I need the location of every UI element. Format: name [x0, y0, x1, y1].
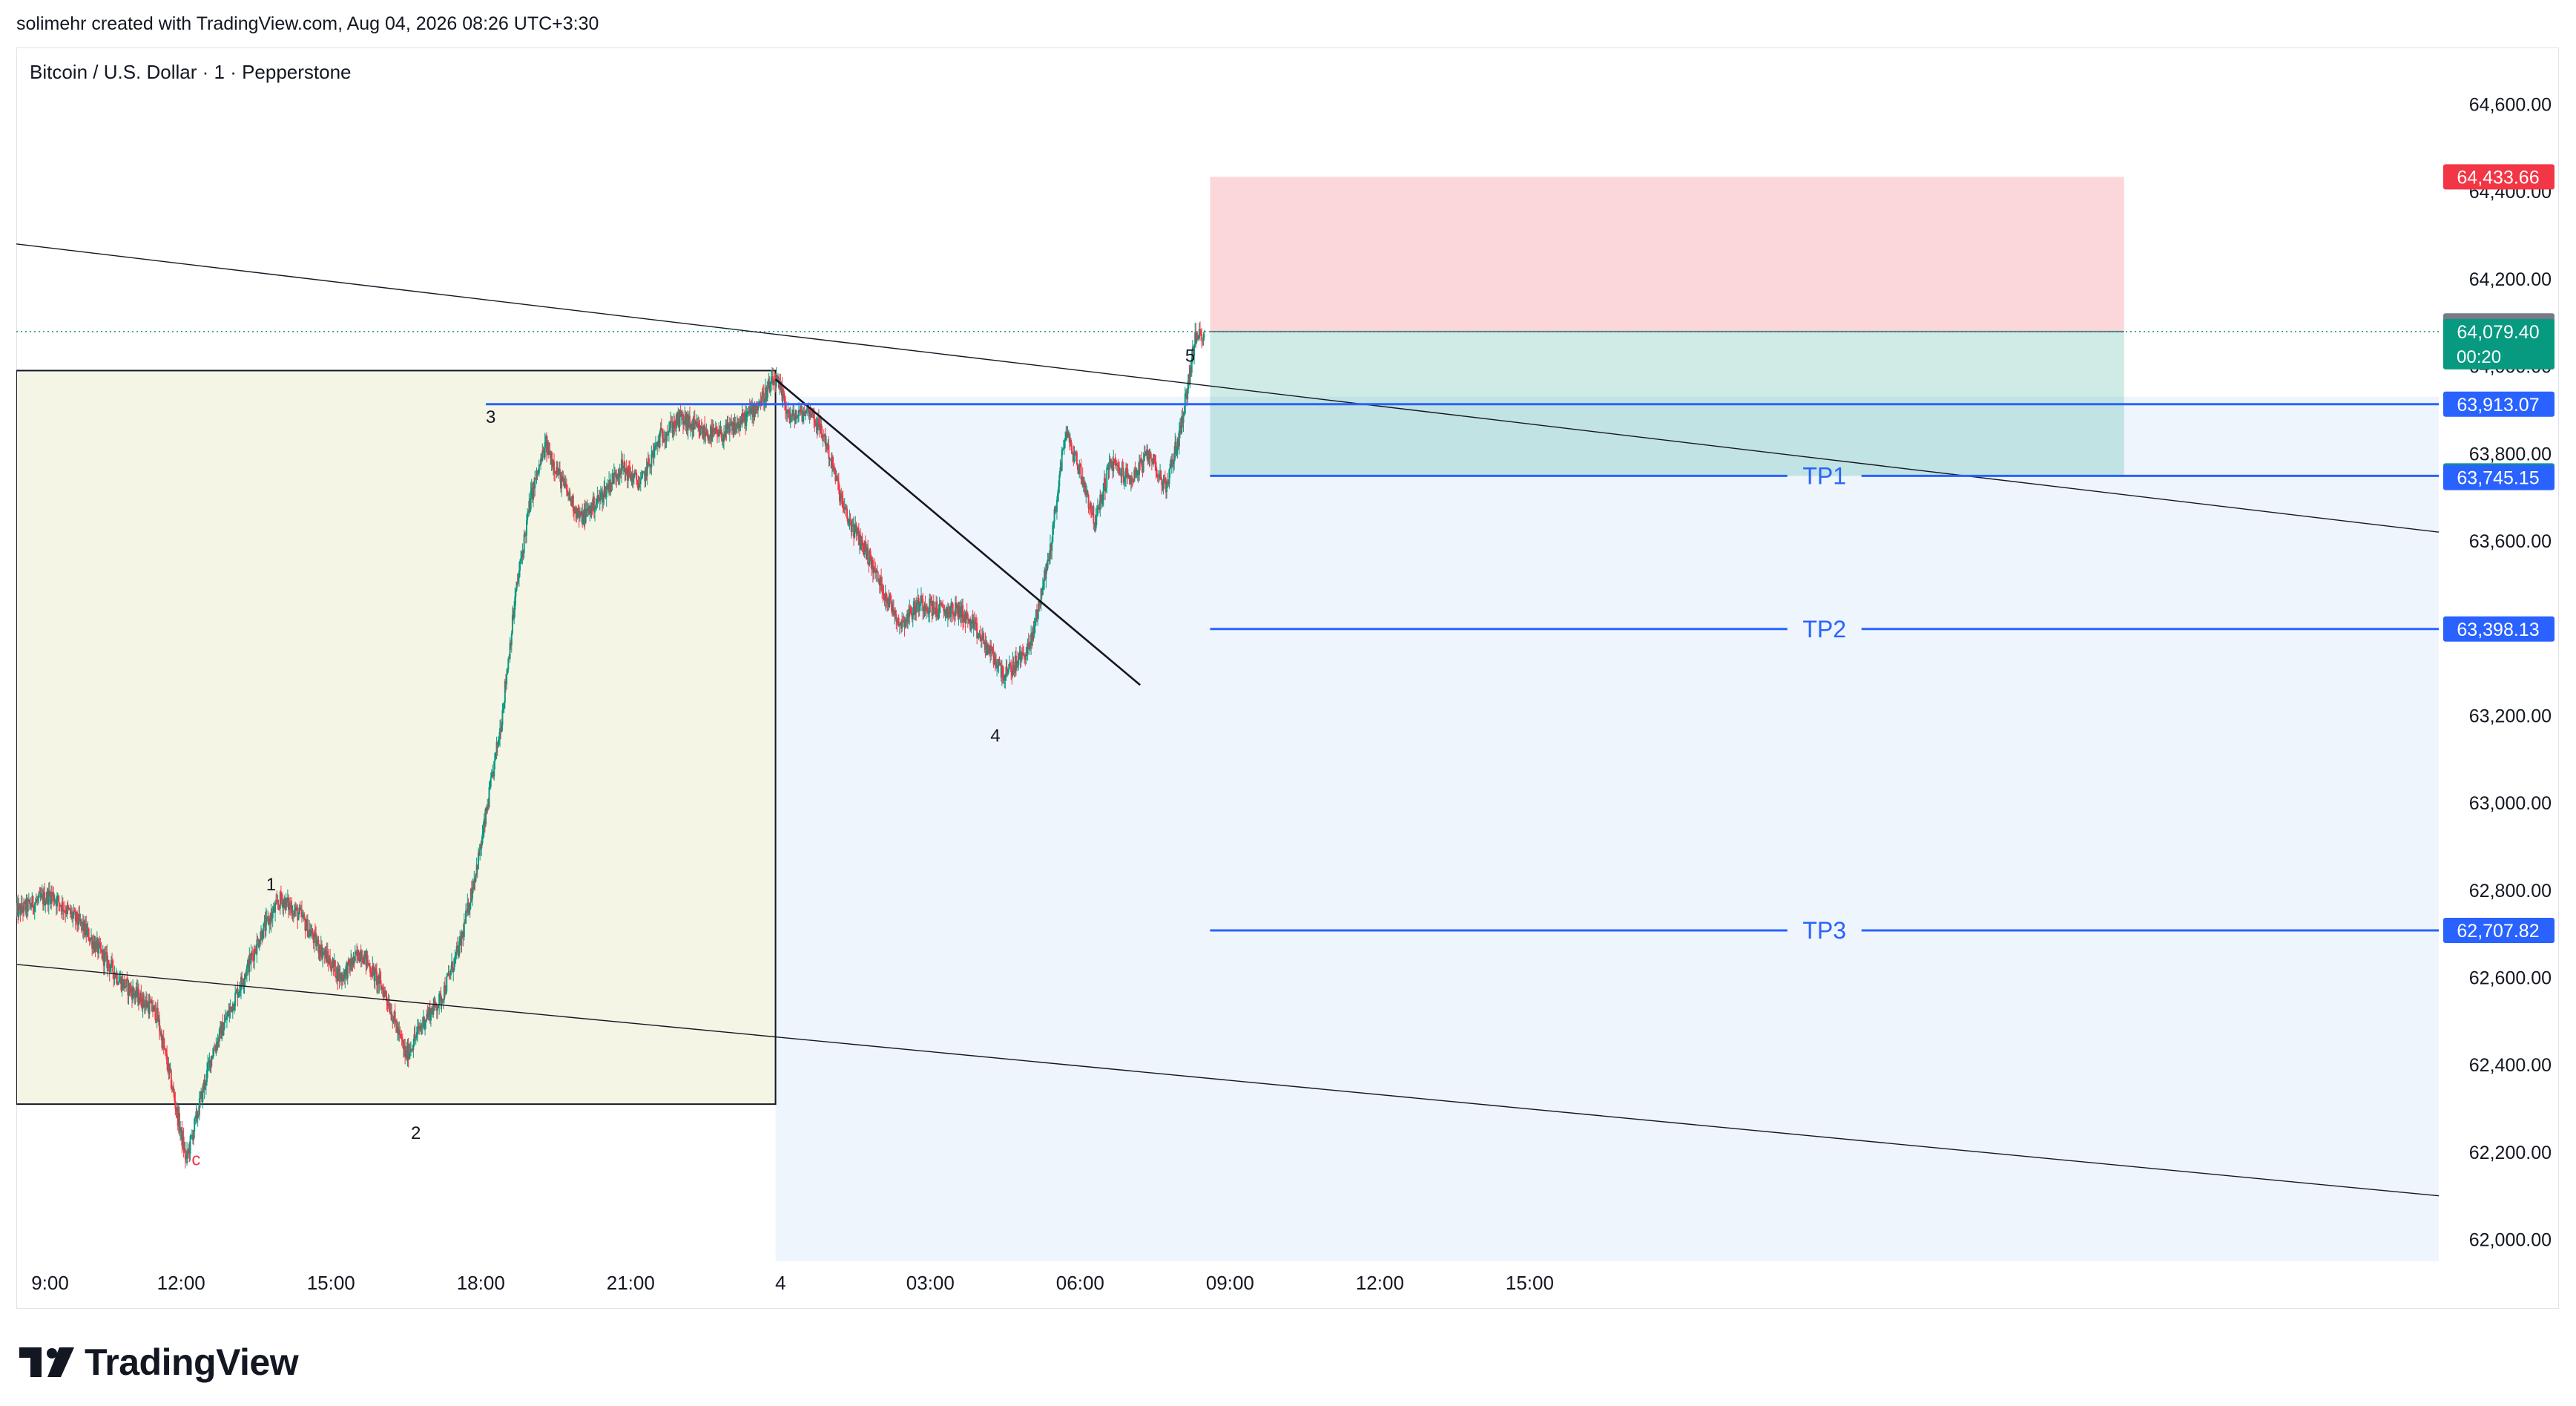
x-tick-label: 06:00	[1056, 1272, 1104, 1294]
tp2-price-badge	[2443, 616, 2554, 642]
wave4-trend-line	[774, 378, 1141, 686]
current-price-badge-text: 64,079.40	[2457, 322, 2539, 343]
tradingview-logo-icon	[19, 1347, 74, 1377]
y-tick-label: 62,200.00	[2469, 1143, 2552, 1163]
stop-price-badge-text: 64,433.66	[2457, 167, 2539, 188]
wave-label-4: 4	[990, 726, 1000, 746]
tp1-price-badge-text: 63,745.15	[2457, 468, 2539, 489]
y-tick-label: 62,800.00	[2469, 881, 2552, 901]
x-tick-label: 4	[775, 1272, 785, 1294]
x-tick-label: 15:00	[307, 1272, 355, 1294]
channel-lower-line	[16, 964, 2439, 1197]
tradingview-logo[interactable]: TradingView	[19, 1340, 299, 1384]
channel-upper-line	[16, 243, 2439, 533]
x-tick-label: 18:00	[457, 1272, 505, 1294]
level-price-badge	[2443, 391, 2554, 417]
tp3-price-badge-text: 62,707.82	[2457, 921, 2539, 942]
tp3-price-badge	[2443, 918, 2554, 944]
candles	[16, 321, 1205, 1169]
y-tick-label: 63,200.00	[2469, 706, 2552, 726]
forecast-region	[775, 396, 2439, 1261]
y-tick-label: 63,800.00	[2469, 444, 2552, 464]
symbol-title[interactable]: Bitcoin / U.S. Dollar · 1 · Pepperstone	[30, 61, 352, 83]
y-tick-label: 64,600.00	[2469, 95, 2552, 116]
wave-label-2: 2	[411, 1123, 421, 1143]
stop-price-badge	[2443, 164, 2554, 190]
tradingview-logo-text: TradingView	[85, 1341, 299, 1383]
tp2-line-label: TP2	[1802, 616, 1846, 643]
y-tick-label: 64,200.00	[2469, 269, 2552, 290]
level-price-badge-text: 63,913.07	[2457, 395, 2539, 415]
wave-label-c: c	[191, 1150, 200, 1170]
y-tick-label: 62,400.00	[2469, 1055, 2552, 1076]
y-tick-label: 63,600.00	[2469, 531, 2552, 552]
tp3-line-label: TP3	[1802, 917, 1846, 944]
y-tick-label: 62,600.00	[2469, 968, 2552, 988]
x-tick-label: 12:00	[157, 1272, 205, 1294]
tp1-line-label: TP1	[1802, 462, 1846, 489]
x-tick-label: 15:00	[1506, 1272, 1554, 1294]
tp1-price-badge	[2443, 464, 2554, 490]
x-tick-label: 12:00	[1356, 1272, 1404, 1294]
range-box	[16, 369, 777, 1106]
plot-area: TP1 TP2 TP3 c 1 2 3 4 5	[16, 177, 2439, 1261]
header-bar: solimehr created with TradingView.com, A…	[0, 0, 2576, 47]
current-price-badge	[2443, 318, 2554, 369]
current-price-badge-countdown: 00:20	[2457, 347, 2501, 367]
y-tick-label: 63,000.00	[2469, 793, 2552, 814]
tp2-price-badge-text: 63,398.13	[2457, 620, 2539, 640]
wave-label-5: 5	[1185, 346, 1195, 367]
x-tick-label: 21:00	[607, 1272, 655, 1294]
wave-label-3: 3	[486, 407, 495, 427]
x-tick-label: 09:00	[1206, 1272, 1254, 1294]
x-tick-label: 03:00	[906, 1272, 955, 1294]
wave-label-1: 1	[266, 875, 276, 895]
y-tick-label: 62,000.00	[2469, 1230, 2552, 1251]
x-tick-label: 9:00	[31, 1272, 69, 1294]
header-attribution: solimehr created with TradingView.com, A…	[16, 13, 599, 34]
stop-loss-zone	[1210, 177, 2124, 332]
